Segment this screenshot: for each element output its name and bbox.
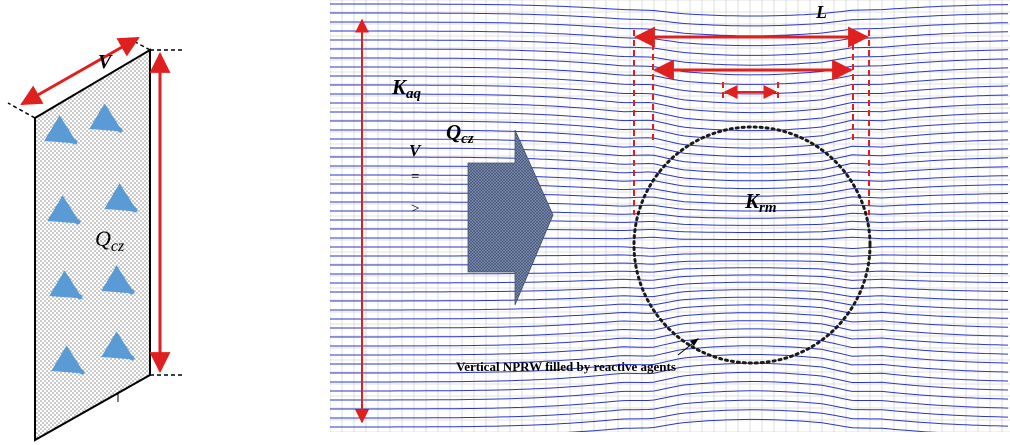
streamline (330, 345, 1009, 365)
caption-pointer-head (690, 338, 699, 346)
streamline (330, 156, 1009, 174)
streamline (330, 147, 1009, 166)
streamline (330, 381, 1009, 401)
streamline (330, 93, 1009, 114)
streamline (330, 3, 1009, 17)
streamline (330, 320, 1009, 338)
streamline (330, 409, 1009, 428)
streamline (330, 120, 1009, 140)
streamline (330, 138, 1009, 157)
flow-label-right: Qcz (446, 120, 474, 147)
barrier-caption: Vertical NPRW filled by reactive agents (456, 359, 676, 374)
streamline (330, 192, 1009, 205)
streamline (566, 418, 938, 432)
streamline (330, 174, 1009, 190)
streamline (330, 267, 1009, 275)
streamline (330, 12, 1009, 27)
flow-direction-arrow (467, 129, 554, 306)
streamline (330, 111, 1009, 132)
streamline (330, 399, 1009, 419)
width-dimension-arrow (20, 36, 140, 106)
streamline (330, 328, 1009, 347)
streamlines (330, 3, 1009, 432)
streamline (330, 236, 1008, 240)
length-label: L (815, 2, 827, 22)
streamline (330, 260, 1009, 266)
streamline (330, 354, 1009, 374)
aquifer-label: Kaq (391, 75, 422, 102)
barrier-slab-illustration: V Qcz (7, 36, 182, 442)
barrier-slab-face (34, 48, 151, 442)
streamline (330, 129, 1009, 149)
streamline (330, 296, 1009, 311)
streamline (330, 390, 1009, 410)
streamline (330, 281, 1009, 293)
streamline (330, 210, 1008, 219)
streamline (330, 253, 1008, 257)
velocity-greater-sign: > (411, 201, 419, 217)
streamline (330, 102, 1009, 123)
barrier-circle (632, 125, 872, 365)
streamline (330, 274, 1009, 284)
velocity-label: V (409, 141, 422, 160)
streamline (330, 246, 1008, 250)
streamline (330, 304, 1009, 320)
streamline (330, 75, 1009, 95)
slab-guide-top-left (7, 102, 36, 119)
streamline (330, 201, 1008, 212)
streamline (330, 371, 1009, 392)
streamline (330, 183, 1009, 197)
flow-field-panel: L Kaq Qcz Krm V = > Vertical NPRW filled… (330, 0, 1010, 432)
velocity-equal-sign: = (411, 169, 419, 185)
streamline (330, 362, 1009, 383)
streamline (330, 312, 1009, 329)
streamline (330, 336, 1009, 356)
flow-label-left: Qcz (95, 226, 125, 255)
streamline (330, 165, 1009, 182)
streamline (330, 289, 1009, 302)
streamline (330, 219, 1008, 226)
width-label: V (98, 51, 113, 73)
streamline (330, 84, 1009, 104)
slab-guide-top-right (127, 37, 151, 51)
flow-arrows (44, 103, 138, 375)
streamline (330, 228, 1008, 233)
barrier-label: Krm (744, 189, 777, 216)
streamline (330, 39, 1009, 56)
